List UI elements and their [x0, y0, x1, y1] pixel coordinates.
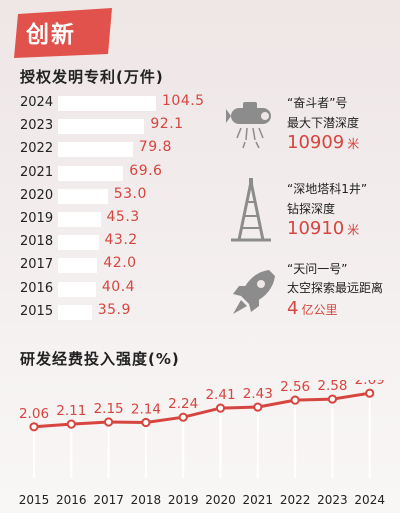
info-unit: 亿公里	[301, 303, 338, 317]
info-label: 钻探深度	[287, 202, 336, 216]
info-name: “深地塔科1井”	[287, 182, 368, 196]
info-value: 10910 米	[287, 218, 359, 239]
bar-value-label: 104.5	[162, 93, 205, 109]
bar-year-label: 2021	[20, 164, 54, 180]
bar-year-label: 2022	[20, 141, 54, 157]
data-label: 2.15	[94, 401, 124, 417]
bar	[58, 258, 98, 274]
bar	[58, 142, 133, 158]
bar-year-label: 2020	[20, 187, 54, 203]
info-value: 10909 米	[287, 132, 359, 153]
rd-line-chart: 2.06 2015 2.11 2016 2.15 2017 2.14 2018 2.24 2019…	[19, 380, 385, 507]
bar-value-label: 53.0	[113, 185, 147, 202]
x-tick-label: 2017	[93, 493, 124, 507]
info-value: 4 亿公里	[287, 298, 337, 319]
data-point	[327, 394, 337, 404]
bar-year-label: 2023	[20, 118, 54, 134]
data-label: 2.06	[19, 406, 49, 422]
bar-row: 2023 92.1	[0, 115, 225, 138]
data-point	[365, 388, 375, 398]
patents-section-title: 授权发明专利(万件)	[20, 68, 164, 86]
data-point	[104, 417, 114, 427]
info-item-shendi: “深地塔科1井” 钻探深度 10910 米	[225, 178, 400, 248]
data-point	[29, 422, 39, 432]
bar-value-label: 79.8	[138, 139, 172, 156]
data-label: 2.24	[168, 396, 198, 412]
bar-row: 2017 42.0	[0, 254, 225, 277]
data-label: 2.14	[131, 402, 161, 418]
bar-year-label: 2016	[20, 280, 54, 296]
info-unit: 米	[347, 223, 360, 237]
info-unit: 米	[347, 137, 360, 151]
data-label: 2.43	[243, 386, 273, 402]
bar-value-label: 43.2	[104, 232, 138, 249]
data-label: 2.41	[205, 387, 235, 403]
bar	[58, 212, 101, 227]
bar-year-label: 2015	[20, 303, 54, 319]
drilling-rig-icon	[231, 178, 271, 242]
bar-value-label: 40.4	[101, 278, 136, 295]
info-number: 4	[287, 298, 299, 319]
data-point	[290, 395, 300, 405]
bar-row: 2015 35.9	[0, 301, 225, 324]
bar	[58, 281, 96, 297]
info-label: 太空探索最远距离	[287, 281, 384, 295]
info-item-tianwen: “天问一号” 太空探索最远距离 4 亿公里	[225, 258, 400, 330]
bar-value-label: 35.9	[97, 301, 131, 318]
bar-year-label: 2017	[20, 257, 54, 273]
info-item-fendouzhe: “奋斗者”号 最大下潜深度 10909 米	[225, 90, 400, 170]
x-tick-label: 2019	[168, 493, 199, 507]
bar-row: 2018 43.2	[0, 231, 225, 254]
info-name: “奋斗者”号	[287, 96, 348, 110]
bar	[58, 119, 145, 135]
bar-value-label: 42.0	[103, 255, 137, 272]
bar-row: 2024 104.5	[0, 92, 225, 115]
x-tick-label: 2020	[205, 493, 236, 507]
bar	[58, 165, 124, 181]
data-label: 2.58	[317, 380, 347, 394]
data-label: 2.11	[56, 403, 86, 419]
x-tick-label: 2021	[243, 493, 274, 507]
bar-row: 2016 40.4	[0, 278, 225, 301]
page-title: 创新	[26, 22, 76, 48]
data-point	[178, 412, 188, 422]
bar-value-label: 92.1	[150, 116, 184, 133]
x-tick-label: 2022	[280, 493, 311, 507]
bar-year-label: 2018	[20, 234, 54, 250]
patents-bar-chart: 2024 104.5 2023 92.1 2022 79.8 2021 69.6 2020 53.…	[0, 92, 225, 324]
bar-row: 2021 69.6	[0, 162, 225, 185]
x-tick-label: 2015	[19, 493, 50, 507]
bar-value-label: 45.3	[106, 209, 140, 225]
x-tick-label: 2016	[56, 493, 87, 507]
x-tick-label: 2023	[317, 493, 348, 507]
x-tick-label: 2018	[131, 493, 162, 507]
info-number: 10909	[287, 132, 345, 153]
data-point	[215, 403, 226, 413]
rocket-icon	[233, 270, 275, 314]
bar-row: 2019 45.3	[0, 208, 225, 231]
data-point	[253, 402, 263, 412]
header-banner	[14, 8, 112, 58]
bar-year-label: 2019	[20, 211, 54, 226]
x-tick-label: 2024	[354, 493, 385, 507]
rd-section-title: 研发经费投入强度(%)	[20, 350, 180, 368]
data-point	[141, 417, 151, 428]
bar-row: 2022 79.8	[0, 138, 225, 161]
bar	[58, 188, 108, 204]
bar-row: 2020 53.0	[0, 185, 225, 208]
bar-value-label: 69.6	[129, 162, 163, 179]
data-label: 2.56	[280, 380, 310, 395]
data-label: 2.69	[355, 380, 385, 388]
submersible-icon	[226, 102, 271, 149]
info-number: 10910	[287, 218, 345, 239]
bar-year-label: 2024	[20, 95, 54, 110]
info-label: 最大下潜深度	[287, 116, 360, 130]
series-line	[33, 391, 370, 429]
bar	[58, 304, 92, 320]
bar	[58, 96, 156, 111]
info-name: “天问一号”	[287, 262, 348, 276]
bar	[58, 235, 99, 251]
data-point	[66, 419, 76, 429]
